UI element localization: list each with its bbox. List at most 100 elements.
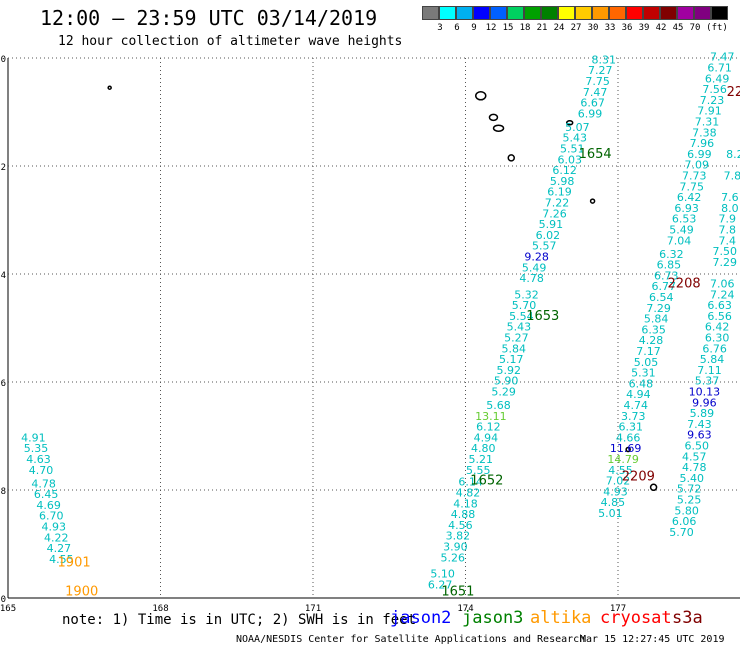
wave-height-value: 5.05 xyxy=(634,356,659,369)
wave-height-value: 3.90 xyxy=(443,540,468,553)
wave-height-value: 7.27 xyxy=(588,64,613,77)
wave-height-value: 6.71 xyxy=(707,62,732,75)
scale-swatch xyxy=(677,6,694,20)
footer-note: note: 1) Time is in UTC; 2) SWH is in fe… xyxy=(62,612,417,628)
island-shape xyxy=(649,483,658,492)
wave-height-value: 8.0 xyxy=(721,202,739,215)
wave-height-value: 7.50 xyxy=(713,245,738,258)
scale-swatch xyxy=(711,6,728,20)
island-shape xyxy=(625,446,631,453)
wave-height-value: 4.93 xyxy=(603,485,628,498)
pass-id-label: 1654 xyxy=(579,147,612,162)
wave-height-value: 5.49 xyxy=(522,261,547,274)
island-shape xyxy=(492,124,505,132)
wave-height-value: 4.27 xyxy=(47,542,72,555)
wave-height-value: 6.12 xyxy=(552,164,577,177)
latitude-tick-label: -10 xyxy=(0,595,6,605)
scale-swatch xyxy=(439,6,456,20)
scale-swatch xyxy=(507,6,524,20)
wave-height-value: 4.78 xyxy=(682,461,707,474)
wave-height-value: 3.82 xyxy=(446,530,471,543)
wave-height-value: 7.09 xyxy=(685,159,710,172)
wave-height-value: 7.29 xyxy=(713,256,738,269)
wave-height-value: 6.70 xyxy=(39,510,64,523)
wave-height-value: 4.63 xyxy=(26,453,51,466)
wave-height-value: 6.14 xyxy=(458,476,483,489)
wave-height-value: 7.73 xyxy=(682,170,707,183)
longitude-tick-label: 174 xyxy=(457,604,473,614)
scale-swatch xyxy=(660,6,677,20)
legend-cryosat: cryosat xyxy=(600,608,672,628)
scale-label: 24 xyxy=(553,23,565,33)
wave-height-value: 6.99 xyxy=(687,148,712,161)
scale-label: 12 xyxy=(485,23,497,33)
wave-height-value: 4.78 xyxy=(519,272,544,285)
scale-swatch xyxy=(541,6,558,20)
wave-height-value: 5.40 xyxy=(679,472,704,485)
wave-height-value: 5.51 xyxy=(560,143,585,156)
wave-height-value: 7.47 xyxy=(710,51,735,64)
wave-height-value: 7.8 xyxy=(719,224,737,237)
wave-height-value: 4.85 xyxy=(601,496,626,509)
wave-height-value: 4.70 xyxy=(29,464,54,477)
page-subtitle: 12 hour collection of altimeter wave hei… xyxy=(58,34,403,49)
scale-swatch xyxy=(694,6,711,20)
wave-height-value: 7.43 xyxy=(687,418,712,431)
wave-height-value: 6.12 xyxy=(476,421,501,434)
wave-height-value: 7.96 xyxy=(690,137,715,150)
wave-height-value: 5.27 xyxy=(504,332,529,345)
pass-id-label: 2208 xyxy=(668,277,701,292)
pass-id-label: 22 xyxy=(727,85,740,100)
wave-height-value: 8.2 xyxy=(726,148,740,161)
wave-height-value: 7.75 xyxy=(679,180,704,193)
wave-height-value: 7.56 xyxy=(702,83,727,96)
wave-height-value: 5.31 xyxy=(631,367,656,380)
wave-height-value: 5.37 xyxy=(695,375,720,388)
pass-id-label: 1901 xyxy=(58,556,91,571)
wave-height-value: 11.69 xyxy=(610,442,642,455)
wave-height-value: 5.70 xyxy=(669,526,694,539)
wave-height-value: 5.84 xyxy=(644,313,669,326)
wave-height-value: 6.32 xyxy=(659,248,684,261)
scale-label: 6 xyxy=(454,23,460,33)
wave-height-value: 6.27 xyxy=(428,578,453,591)
wave-height-value: 10.13 xyxy=(689,386,721,399)
wave-height-value: 5.07 xyxy=(565,121,590,134)
wave-height-value: 5.70 xyxy=(512,299,537,312)
scale-swatch xyxy=(643,6,660,20)
wave-height-value: 6.99 xyxy=(578,107,603,120)
wave-height-value: 5.10 xyxy=(430,567,455,580)
wave-height-value: 5.84 xyxy=(502,342,527,355)
scale-swatch xyxy=(609,6,626,20)
wave-height-value: 4.94 xyxy=(474,431,499,444)
island-shape xyxy=(589,198,596,204)
wave-height-value: 7.17 xyxy=(636,345,661,358)
wave-height-value: 5.43 xyxy=(507,321,532,334)
wave-height-value: 5.25 xyxy=(677,494,702,507)
legend-altika: altika xyxy=(530,608,592,628)
wave-height-value: 9.28 xyxy=(524,251,549,264)
pass-id-label: 2209 xyxy=(622,469,655,484)
wave-height-value: 5.57 xyxy=(532,240,557,253)
wave-height-value: 7.24 xyxy=(710,288,735,301)
scale-unit: (ft) xyxy=(706,23,728,33)
longitude-tick-label: 177 xyxy=(610,604,626,614)
wave-height-value: 4.57 xyxy=(682,450,707,463)
wave-height-value: 6.54 xyxy=(649,291,674,304)
legend-jason2: jason2 xyxy=(390,608,452,628)
latitude-tick-label: -4 xyxy=(0,271,6,281)
wave-height-value: 5.29 xyxy=(491,386,516,399)
wave-height-value: 7.75 xyxy=(585,75,610,88)
scale-swatch xyxy=(524,6,541,20)
wave-height-value: 5.21 xyxy=(469,453,494,466)
wave-height-value: 5.80 xyxy=(674,504,699,517)
scale-swatch xyxy=(558,6,575,20)
wave-height-value: 7.29 xyxy=(646,302,671,315)
credit-text: NOAA/NESDIS Center for Satellite Applica… xyxy=(236,634,586,645)
wave-height-value: 5.98 xyxy=(550,175,575,188)
wave-height-value: 6.42 xyxy=(705,321,730,334)
wave-height-value: 4.80 xyxy=(471,442,496,455)
wave-height-value: 6.42 xyxy=(677,191,702,204)
island-shape xyxy=(488,113,499,122)
